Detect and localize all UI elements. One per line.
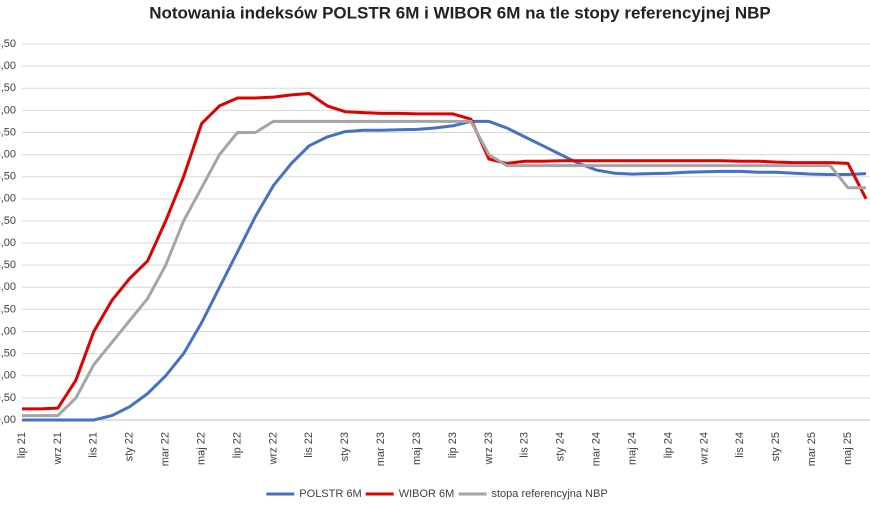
x-tick-label: lis 22	[303, 432, 315, 458]
y-tick-label: 3,00	[0, 281, 16, 293]
x-tick-label: sty 22	[124, 432, 136, 461]
series-line	[22, 119, 866, 418]
y-tick-label: 3,50	[0, 259, 16, 271]
x-tick-label: lis 21	[88, 432, 100, 458]
y-tick-label: 4,50	[0, 215, 16, 227]
x-tick-label: mar 22	[160, 432, 172, 466]
y-tick-label: 7,50	[0, 82, 16, 94]
x-tick-label: mar 25	[806, 432, 818, 466]
y-tick-label: 8,00	[0, 60, 16, 72]
legend-label: stopa referencyjna NBP	[492, 488, 608, 500]
y-tick-label: 6,50	[0, 126, 16, 138]
x-tick-label: maj 25	[842, 432, 854, 465]
y-tick-label: 2,00	[0, 325, 16, 337]
x-tick-label: maj 22	[195, 432, 207, 465]
y-tick-label: 1,50	[0, 348, 16, 360]
series-line	[22, 119, 867, 422]
y-tick-label: 1,00	[0, 370, 16, 382]
x-tick-label: maj 24	[626, 432, 638, 465]
x-tick-label: lip 24	[662, 432, 674, 458]
chart-title: Notowania indeksów POLSTR 6M i WIBOR 6M …	[149, 3, 771, 22]
x-tick-label: lip 22	[231, 432, 243, 458]
legend-label: POLSTR 6M	[299, 488, 361, 500]
x-tick-label: sty 23	[339, 432, 351, 461]
x-tick-label: wrz 24	[698, 432, 710, 465]
y-tick-label: 6,00	[0, 148, 16, 160]
x-tick-label: lis 24	[734, 432, 746, 458]
x-tick-label: lip 23	[447, 432, 459, 458]
x-tick-label: sty 24	[555, 432, 567, 461]
y-tick-label: 2,50	[0, 303, 16, 315]
y-tick-label: 7,00	[0, 104, 16, 116]
x-tick-label: maj 23	[411, 432, 423, 465]
x-tick-label: sty 25	[770, 432, 782, 461]
y-tick-label: 5,50	[0, 171, 16, 183]
series-line	[22, 92, 868, 411]
y-tick-label: 4,00	[0, 237, 16, 249]
y-tick-label: 8,50	[0, 38, 16, 50]
x-tick-label: lip 21	[16, 432, 28, 458]
x-tick-label: mar 23	[375, 432, 387, 466]
x-tick-label: wrz 22	[267, 432, 279, 465]
y-tick-label: 0,00	[0, 414, 16, 426]
legend-label: WIBOR 6M	[399, 488, 455, 500]
x-tick-label: wrz 21	[52, 432, 64, 465]
y-tick-label: 0,50	[0, 392, 16, 404]
x-tick-label: wrz 23	[483, 432, 495, 465]
y-tick-label: 5,00	[0, 193, 16, 205]
x-tick-label: lis 23	[519, 432, 531, 458]
x-tick-label: mar 24	[591, 432, 603, 466]
